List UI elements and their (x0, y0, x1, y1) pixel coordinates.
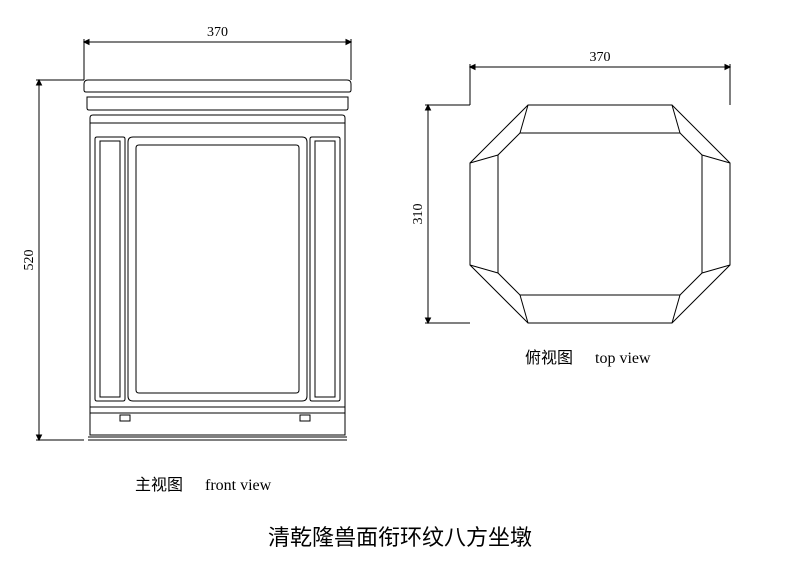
svg-text:front view: front view (205, 477, 272, 494)
svg-text:俯视图: 俯视图 (525, 349, 573, 367)
technical-drawing: 370 520 主视图 front view 370 310 俯视图 top view 清乾隆兽… (0, 0, 800, 569)
svg-text:370: 370 (590, 50, 611, 65)
svg-text:370: 370 (207, 25, 228, 40)
svg-text:清乾隆兽面衔环纹八方坐墩: 清乾隆兽面衔环纹八方坐墩 (268, 525, 532, 550)
svg-text:主视图: 主视图 (135, 476, 183, 494)
svg-text:top view: top view (595, 350, 651, 367)
svg-text:520: 520 (22, 250, 37, 271)
svg-text:310: 310 (411, 204, 426, 225)
